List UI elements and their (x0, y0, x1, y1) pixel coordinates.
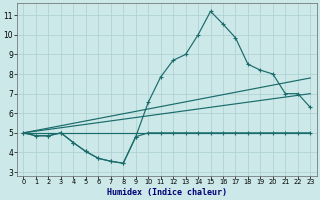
X-axis label: Humidex (Indice chaleur): Humidex (Indice chaleur) (107, 188, 227, 197)
